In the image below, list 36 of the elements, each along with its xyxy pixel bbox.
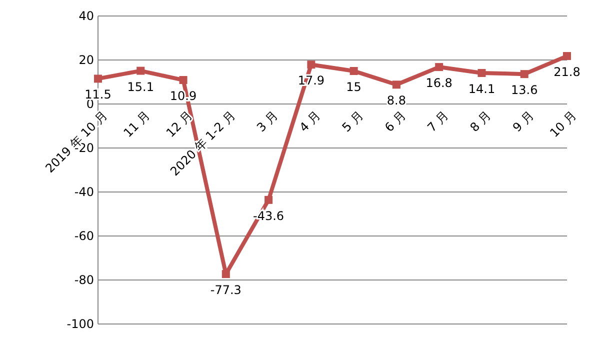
point [563, 52, 571, 60]
point [350, 67, 358, 75]
x-tick-label: 11 月 [120, 108, 153, 140]
y-tick-label: 20 [78, 53, 94, 68]
point [392, 80, 400, 89]
x-tick-label: 8 月 [467, 108, 494, 135]
x-tick-label: 9 月 [510, 108, 536, 135]
point [435, 63, 444, 72]
x-tick-label: 5 月 [339, 108, 366, 135]
y-tick-label: -40 [74, 185, 94, 200]
point [478, 68, 486, 77]
x-tick-label: 12 月 [163, 108, 196, 140]
data-label: -77.3 [210, 283, 242, 298]
x-tick-label: 4 月 [296, 108, 324, 135]
y-tick-label: -60 [74, 229, 94, 244]
point [136, 66, 145, 75]
y-tick-label: 40 [78, 9, 94, 24]
x-tick-label: 10 月 [547, 108, 580, 140]
point [307, 60, 316, 69]
x-tick-label: 6 月 [382, 108, 409, 135]
y-tick-label: -100 [66, 317, 94, 332]
point [222, 270, 230, 278]
data-label: 15.1 [127, 80, 154, 94]
point [520, 70, 528, 78]
point [264, 196, 273, 204]
point [94, 74, 102, 83]
data-label: 21.8 [554, 65, 580, 80]
data-label: 13.6 [511, 83, 538, 98]
x-tick-label: 3 月 [254, 108, 281, 135]
data-label: 14.1 [468, 82, 496, 96]
y-tick-label: -80 [74, 273, 94, 288]
data-label: 16.8 [426, 76, 452, 90]
data-label: 15 [346, 80, 362, 94]
point [179, 76, 188, 84]
x-tick-label: 7 月 [424, 108, 452, 135]
data-label: 8.8 [386, 94, 406, 108]
